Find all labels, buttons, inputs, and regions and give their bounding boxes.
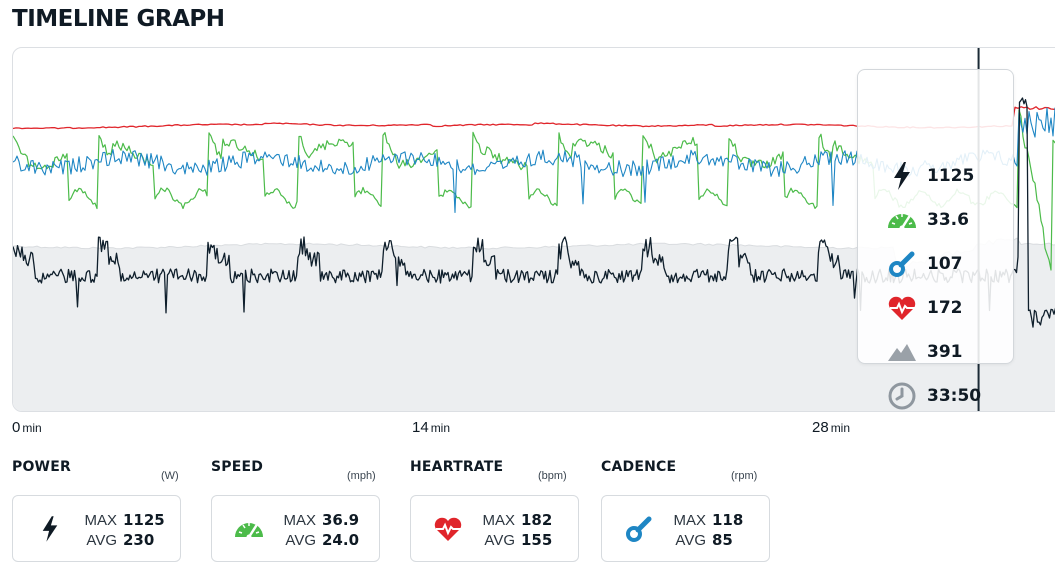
x-tick-value: 28	[812, 419, 829, 436]
tooltip-row-speed: 33.6	[858, 203, 1013, 237]
tooltip-time-value: 33:50	[927, 386, 982, 406]
metric-card-cadence[interactable]: MAX 118 AVG 85	[601, 495, 770, 562]
tooltip-row-heartrate: 172	[858, 291, 1013, 325]
max-label: MAX	[482, 511, 515, 529]
power-avg-value: 230	[123, 531, 155, 549]
avg-label: AVG	[675, 531, 706, 549]
heart-icon	[433, 514, 463, 544]
tooltip-speed-value: 33.6	[927, 210, 969, 230]
avg-label: AVG	[484, 531, 515, 549]
x-tick-unit: min	[830, 421, 851, 435]
pedal-icon	[887, 249, 917, 279]
cadence-avg-value: 85	[712, 531, 733, 549]
tooltip-row-elevation: 391	[858, 335, 1013, 369]
power-max-value: 1125	[123, 511, 165, 529]
tooltip-row-time: 33:50	[858, 379, 1013, 413]
metric-unit-power: (W)	[161, 470, 179, 482]
x-tick-value: 0	[12, 419, 21, 436]
mountain-icon	[887, 337, 917, 367]
metric-title-power: POWER	[12, 459, 71, 475]
max-label: MAX	[283, 511, 316, 529]
speedometer-icon	[234, 514, 264, 544]
x-tick-label: 0 min	[12, 419, 42, 436]
bolt-icon	[35, 514, 65, 544]
x-tick-label: 28 min	[812, 419, 850, 436]
cursor-tooltip: 1125 33.6 107 172 391	[857, 69, 1014, 410]
max-label: MAX	[84, 511, 117, 529]
tooltip-power-value: 1125	[927, 166, 975, 186]
bolt-icon	[887, 161, 917, 191]
tooltip-heartrate-value: 172	[927, 298, 963, 318]
tooltip-row-cadence: 107	[858, 247, 1013, 281]
metric-unit-heartrate: (bpm)	[538, 470, 567, 482]
tooltip-cadence-value: 107	[927, 254, 963, 274]
speed-max-value: 36.9	[322, 511, 360, 529]
metric-title-cadence: CADENCE	[601, 459, 677, 475]
avg-label: AVG	[86, 531, 117, 549]
tooltip-elevation-value: 391	[927, 342, 963, 362]
metric-unit-cadence: (rpm)	[731, 470, 758, 482]
metric-card-heartrate[interactable]: MAX 182 AVG 155	[410, 495, 579, 562]
pedal-icon	[624, 514, 654, 544]
metric-title-heartrate: HEARTRATE	[410, 459, 504, 475]
x-tick-unit: min	[22, 421, 42, 435]
heart-icon	[887, 293, 917, 323]
page-title: TIMELINE GRAPH	[12, 6, 225, 32]
tooltip-row-power: 1125	[858, 159, 1013, 193]
heartrate-max-value: 182	[521, 511, 553, 529]
avg-label: AVG	[285, 531, 316, 549]
metric-card-speed[interactable]: MAX 36.9 AVG 24.0	[211, 495, 380, 562]
x-tick-label: 14 min	[412, 419, 450, 436]
metric-card-power[interactable]: MAX 1125 AVG 230	[12, 495, 181, 562]
speed-avg-value: 24.0	[322, 531, 360, 549]
speedometer-icon	[887, 205, 917, 235]
max-label: MAX	[673, 511, 706, 529]
cadence-max-value: 118	[712, 511, 744, 529]
clock-icon	[887, 381, 917, 411]
metric-title-speed: SPEED	[211, 459, 264, 475]
heartrate-avg-value: 155	[521, 531, 553, 549]
x-tick-value: 14	[412, 419, 429, 436]
x-tick-unit: min	[430, 421, 451, 435]
metric-unit-speed: (mph)	[347, 470, 376, 482]
